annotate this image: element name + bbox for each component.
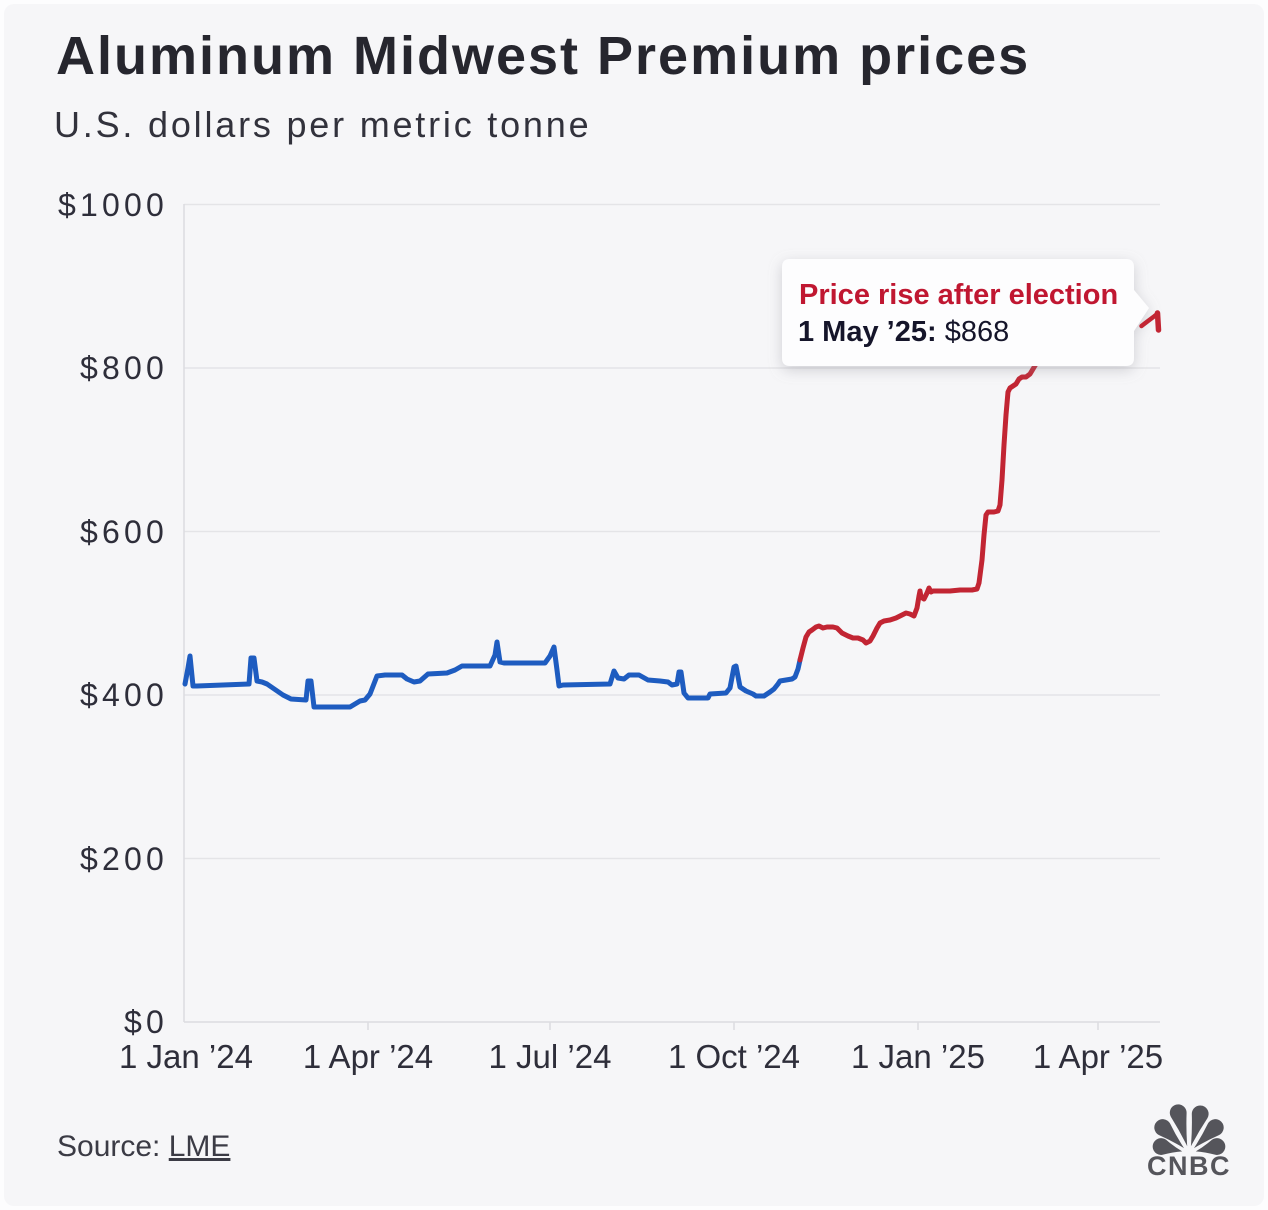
svg-text:CNBC: CNBC <box>1147 1151 1231 1181</box>
